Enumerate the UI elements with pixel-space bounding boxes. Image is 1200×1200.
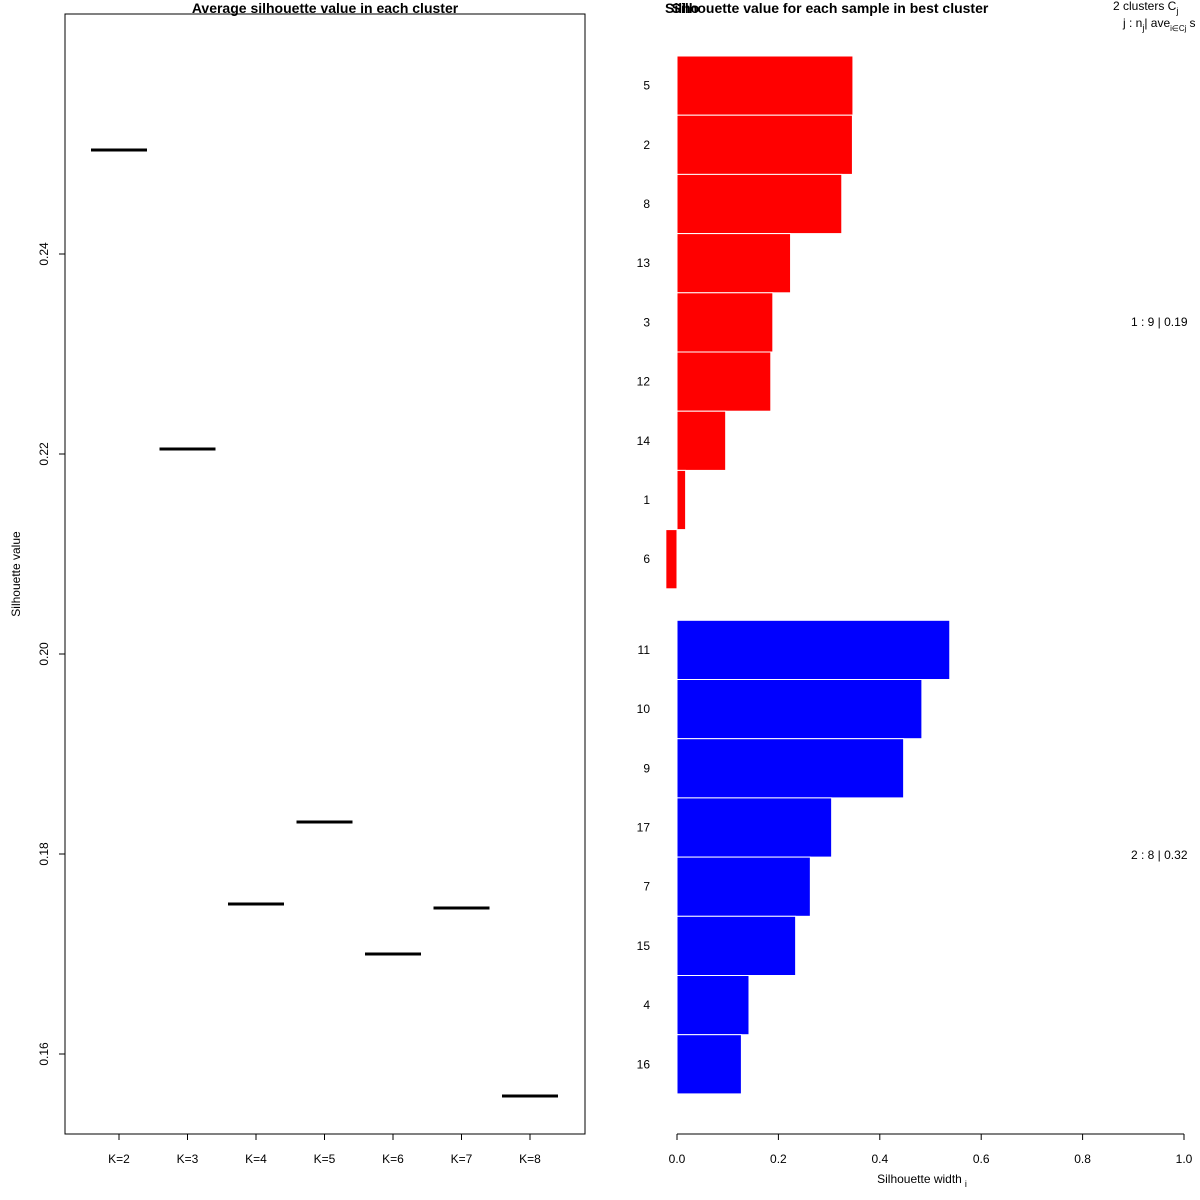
left-y-axis-title: Silhouette value <box>9 531 23 617</box>
right-plot-title: Silhouette value for each sample in best… <box>672 0 989 16</box>
sample-label: 7 <box>643 880 650 894</box>
sample-label: 13 <box>637 256 651 270</box>
legend-header-line1-sub: j <box>1175 6 1178 16</box>
silhouette-bar <box>676 856 811 917</box>
left-y-tick-label: 0.22 <box>37 442 51 466</box>
legend-header-line2-end: s <box>1189 16 1195 30</box>
silhouette-bar <box>676 55 854 116</box>
sample-label: 9 <box>643 761 650 775</box>
silhouette-bar <box>676 975 750 1036</box>
right-x-tick-label: 0.8 <box>1074 1152 1091 1166</box>
legend-header-line1: 2 clusters Cj <box>1113 0 1178 16</box>
left-x-tick-label: K=3 <box>177 1152 199 1166</box>
left-x-tick-label: K=7 <box>451 1152 473 1166</box>
silhouette-bar <box>676 233 792 294</box>
right-plot-title-fragment: Silho <box>665 0 699 16</box>
right-x-axis-title-sub: i <box>965 1179 967 1189</box>
right-x-tick-label: 0.0 <box>669 1152 686 1166</box>
right-x-axis-title-text: Silhouette width <box>877 1172 962 1186</box>
right-panel: Silho Silhouette value for each sample i… <box>637 0 1196 1189</box>
sample-label: 10 <box>637 702 651 716</box>
sample-label: 1 <box>643 493 650 507</box>
silhouette-bar <box>676 619 951 680</box>
left-panel: Average silhouette value in each cluster… <box>9 0 586 1166</box>
left-y-tick-label: 0.24 <box>37 242 51 266</box>
sample-label: 11 <box>638 643 651 657</box>
sample-label: 2 <box>643 138 650 152</box>
sample-label: 14 <box>637 434 651 448</box>
right-x-tick-label: 0.6 <box>973 1152 990 1166</box>
sample-label: 17 <box>637 821 651 835</box>
left-y-tick-label: 0.16 <box>37 1042 51 1066</box>
sample-label: 5 <box>643 79 650 93</box>
left-x-tick-label: K=2 <box>108 1152 130 1166</box>
silhouette-bar <box>676 469 687 531</box>
legend-header-line2: j : nj| avei∈Cj s <box>1122 16 1195 33</box>
sample-label: 4 <box>643 998 650 1012</box>
cluster-2-legend-label: 2 : 8 | 0.32 <box>1131 848 1188 862</box>
silhouette-bar <box>676 797 833 858</box>
left-plot-title: Average silhouette value in each cluster <box>192 0 459 16</box>
left-y-tick-label: 0.18 <box>37 842 51 866</box>
silhouette-bar <box>676 173 843 235</box>
legend-header-line2-sub2: i∈Cj <box>1170 24 1187 33</box>
legend-header-line1-text: 2 clusters C <box>1113 0 1177 13</box>
right-x-tick-label: 0.2 <box>770 1152 787 1166</box>
silhouette-bar <box>676 738 905 799</box>
silhouette-bar <box>676 292 774 353</box>
legend-header-line2-text: j : n <box>1122 16 1142 30</box>
silhouette-bar <box>676 1034 742 1095</box>
sample-label: 12 <box>637 375 651 389</box>
cluster-1-legend-label: 1 : 9 | 0.19 <box>1131 315 1188 329</box>
left-data-marks <box>91 148 558 1098</box>
left-x-tick-label: K=5 <box>314 1152 336 1166</box>
sample-label: 6 <box>643 552 650 566</box>
right-x-tick-label: 0.4 <box>871 1152 888 1166</box>
sample-label: 8 <box>643 197 650 211</box>
silhouette-bar <box>676 915 797 976</box>
silhouette-bar <box>676 114 853 175</box>
sample-label: 3 <box>643 315 650 329</box>
left-x-tick-label: K=4 <box>245 1152 267 1166</box>
silhouette-bar <box>676 351 772 412</box>
sample-label: 15 <box>637 939 651 953</box>
left-plot-frame <box>64 13 586 1135</box>
legend-header-line2-mid: | ave <box>1144 16 1170 30</box>
left-axes: 0.16 0.18 0.20 0.22 0.24 K=2 K=3 K=4 K=5 K=6 K=7 K=… <box>37 242 541 1166</box>
right-data-marks <box>665 55 951 1095</box>
left-x-tick-label: K=8 <box>519 1152 541 1166</box>
legend-header-line2-sub1: j <box>1141 23 1144 33</box>
silhouette-bar <box>665 529 678 590</box>
right-x-axis-title: Silhouette width i <box>877 1172 967 1189</box>
sample-label: 16 <box>637 1057 651 1071</box>
silhouette-bar <box>676 679 923 740</box>
left-y-tick-label: 0.20 <box>37 642 51 666</box>
right-x-tick-label: 1.0 <box>1176 1152 1193 1166</box>
left-x-tick-label: K=6 <box>382 1152 404 1166</box>
silhouette-bar <box>676 410 727 471</box>
